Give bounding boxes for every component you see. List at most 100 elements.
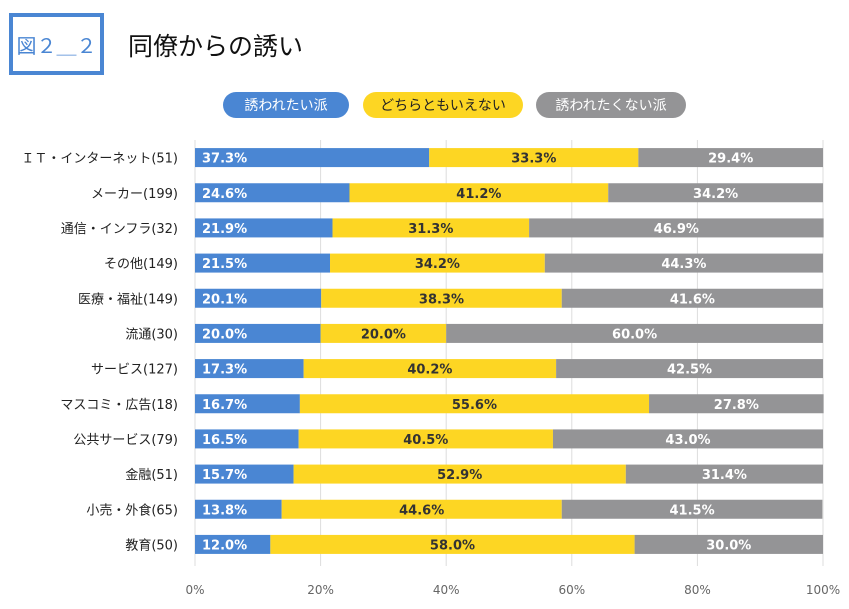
data-label: 31.3% (408, 222, 453, 237)
bar-segment (552, 429, 823, 449)
bar-segment (608, 183, 823, 203)
data-label: 46.9% (654, 222, 699, 237)
category-label: その他(149) (104, 257, 178, 272)
figure-label: 図２＿２ (16, 33, 97, 58)
legend: 誘われたい派 どちらともいえない 誘われたくない派 (0, 92, 849, 118)
bar-segment (544, 253, 823, 273)
category-label: マスコミ・広告(18) (60, 398, 178, 413)
bar-segment (332, 218, 530, 238)
data-label: 29.4% (708, 152, 753, 167)
category-label: 流通(30) (125, 327, 178, 342)
x-tick-label: 0% (185, 583, 204, 597)
data-label: 33.3% (511, 152, 556, 167)
x-tick-label: 80% (684, 583, 711, 597)
data-label: 13.8% (202, 503, 247, 518)
data-label: 44.3% (661, 257, 706, 272)
legend-label: 誘われたい派 (244, 98, 328, 114)
legend-label: 誘われたくない派 (555, 98, 667, 114)
x-tick-label: 100% (806, 583, 840, 597)
data-label: 40.2% (407, 363, 452, 378)
bar-segment (321, 288, 562, 308)
category-label: ＩＴ・インターネット(51) (21, 152, 178, 167)
bar-segment (638, 148, 823, 168)
data-label: 34.2% (415, 257, 460, 272)
data-label: 58.0% (430, 538, 475, 553)
data-label: 30.0% (706, 538, 751, 553)
data-label: 41.6% (670, 292, 715, 307)
data-label: 21.9% (202, 222, 247, 237)
bar-segment (195, 288, 322, 308)
data-label: 41.2% (456, 187, 501, 202)
bar-segment (195, 394, 300, 414)
bar-segment (330, 253, 545, 273)
bar-segment (303, 359, 557, 379)
category-label: 小売・外食(65) (86, 502, 178, 518)
bar-segment (298, 429, 553, 449)
data-label: 37.3% (202, 152, 247, 167)
data-label: 20.0% (202, 327, 247, 342)
bar-segment (293, 464, 626, 484)
bar-segment (195, 359, 304, 379)
bar-segment (634, 534, 823, 554)
bar-segment (446, 323, 823, 343)
data-label: 42.5% (667, 363, 712, 378)
bar-segment (556, 359, 823, 379)
data-label: 31.4% (702, 468, 747, 483)
data-label: 12.0% (202, 538, 247, 553)
data-label: 52.9% (437, 468, 482, 483)
bar-segment (195, 499, 282, 519)
bar-segment (195, 534, 271, 554)
data-label: 20.1% (202, 292, 247, 307)
chart-title: 同僚からの誘い (128, 32, 304, 61)
data-label: 40.5% (403, 433, 448, 448)
figure-label-box: 図２＿２ (9, 13, 104, 75)
legend-label: どちらともいえない (380, 98, 506, 114)
data-label: 27.8% (714, 398, 759, 413)
category-label: 公共サービス(79) (73, 433, 178, 448)
data-label: 38.3% (419, 292, 464, 307)
legend-item-neutral: どちらともいえない (363, 92, 523, 118)
category-label: 医療・福祉(149) (78, 292, 178, 307)
data-label: 20.0% (361, 327, 406, 342)
x-tick-label: 40% (433, 583, 460, 597)
data-label: 34.2% (693, 187, 738, 202)
x-tick-label: 60% (558, 583, 585, 597)
bar-segment (195, 253, 331, 273)
category-label: 金融(51) (125, 467, 178, 483)
data-label: 60.0% (612, 327, 657, 342)
bar-segment (561, 499, 823, 519)
category-label: サービス(127) (91, 363, 178, 378)
category-label: 教育(50) (125, 537, 178, 553)
bar-segment (195, 218, 333, 238)
bar-segment (320, 323, 447, 343)
bar-segment (195, 148, 430, 168)
data-label: 24.6% (202, 187, 247, 202)
data-label: 41.5% (670, 503, 715, 518)
legend-item-not-want-invite: 誘われたくない派 (536, 92, 686, 118)
data-label: 44.6% (399, 503, 444, 518)
category-label: 通信・インフラ(32) (61, 222, 178, 237)
bar-segment (429, 148, 639, 168)
data-label: 16.5% (202, 433, 247, 448)
bar-segment (649, 394, 824, 414)
bar-segment (349, 183, 609, 203)
legend-item-want-invite: 誘われたい派 (223, 92, 349, 118)
data-label: 55.6% (452, 398, 497, 413)
data-label: 17.3% (202, 363, 247, 378)
x-tick-label: 20% (307, 583, 334, 597)
bar-segment (529, 218, 824, 238)
bar-segment (281, 499, 562, 519)
bar-segment (195, 464, 294, 484)
bar-segment (270, 534, 635, 554)
data-label: 16.7% (202, 398, 247, 413)
data-label: 43.0% (665, 433, 710, 448)
bar-segment (195, 429, 299, 449)
bar-segment (561, 288, 823, 308)
category-label: メーカー(199) (91, 187, 178, 202)
data-label: 15.7% (202, 468, 247, 483)
bar-segment (625, 464, 823, 484)
bar-segment (195, 183, 350, 203)
data-label: 21.5% (202, 257, 247, 272)
bar-segment (195, 323, 321, 343)
